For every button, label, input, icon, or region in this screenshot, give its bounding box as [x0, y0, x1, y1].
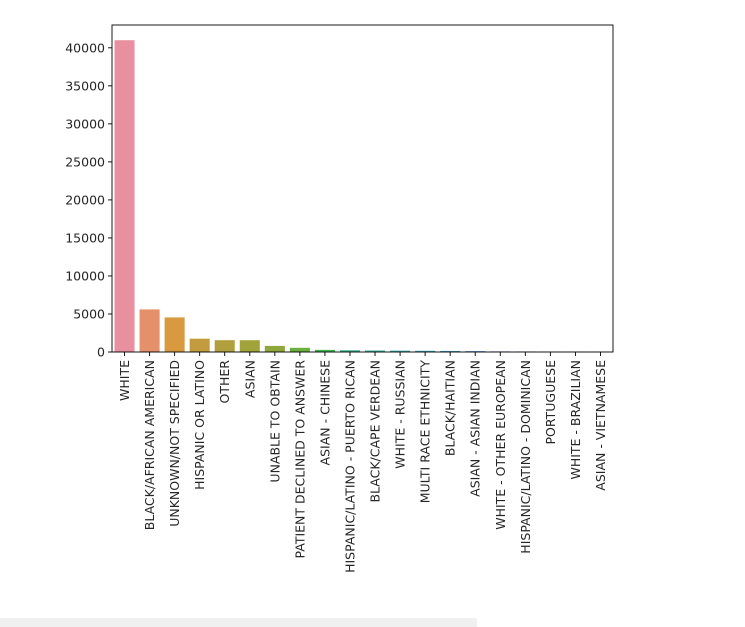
- x-tick-label: UNKNOWN/NOT SPECIFIED: [167, 360, 182, 527]
- x-tick-label: MULTI RACE ETHNICITY: [418, 360, 433, 504]
- bar: [465, 351, 486, 352]
- y-tick-label: 25000: [65, 154, 105, 169]
- x-tick-label: ASIAN - VIETNAMESE: [593, 360, 608, 491]
- bar: [214, 340, 235, 352]
- plot-frame: [111, 24, 614, 353]
- bar: [390, 350, 411, 352]
- x-tick-label: UNABLE TO OBTAIN: [267, 360, 282, 483]
- y-tick-label: 0: [97, 345, 105, 360]
- y-tick-label: 30000: [65, 116, 105, 131]
- y-tick-label: 10000: [65, 268, 105, 283]
- y-tick-label: 40000: [65, 40, 105, 55]
- x-tick-label: WHITE: [117, 360, 132, 401]
- horizontal-scrollbar[interactable]: [0, 618, 477, 627]
- x-tick-label: WHITE - BRAZILIAN: [568, 360, 583, 480]
- bar: [339, 350, 360, 352]
- y-tick-label: 35000: [65, 78, 105, 93]
- y-tick-label: 20000: [65, 192, 105, 207]
- bar: [264, 345, 285, 352]
- bar: [189, 338, 210, 352]
- x-tick-label: BLACK/CAPE VERDEAN: [368, 360, 383, 503]
- y-tick-label: 5000: [73, 306, 105, 321]
- bar: [164, 317, 185, 352]
- x-tick-label: ASIAN - CHINESE: [317, 360, 332, 466]
- bar: [114, 40, 135, 353]
- x-tick-label: ASIAN: [242, 360, 257, 398]
- bar: [239, 340, 260, 352]
- bar: [440, 350, 461, 352]
- x-tick-label: ASIAN - ASIAN INDIAN: [468, 360, 483, 497]
- y-tick-label: 15000: [65, 230, 105, 245]
- x-tick-label: PORTUGUESE: [543, 360, 558, 445]
- x-tick-label: WHITE - OTHER EUROPEAN: [493, 360, 508, 530]
- x-tick-label: HISPANIC/LATINO - DOMINICAN: [518, 360, 533, 554]
- x-tick-label: BLACK/HAITIAN: [443, 360, 458, 456]
- bar: [314, 349, 335, 352]
- bar: [289, 347, 310, 352]
- bar: [415, 350, 436, 352]
- x-tick-label: PATIENT DECLINED TO ANSWER: [292, 360, 307, 559]
- bar: [365, 350, 386, 352]
- x-tick-label: WHITE - RUSSIAN: [393, 360, 408, 469]
- x-tick-label: OTHER: [217, 360, 232, 404]
- x-tick-label: HISPANIC/LATINO - PUERTO RICAN: [342, 360, 357, 573]
- bar: [139, 309, 160, 352]
- x-tick-label: BLACK/AFRICAN AMERICAN: [142, 360, 157, 530]
- x-tick-label: HISPANIC OR LATINO: [192, 360, 207, 490]
